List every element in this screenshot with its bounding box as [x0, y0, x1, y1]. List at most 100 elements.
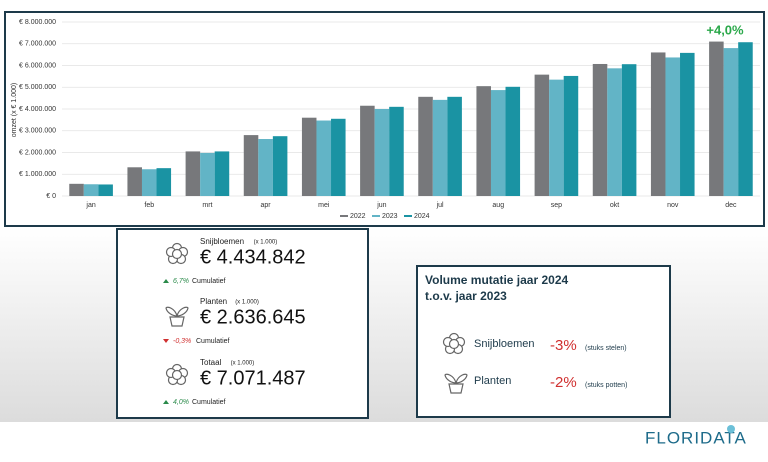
bar — [200, 152, 215, 196]
total-unit: (x 1.000) — [235, 300, 259, 306]
total-name: Snijbloemen — [200, 237, 244, 246]
bar — [301, 117, 317, 196]
total-change: -0,3% — [173, 338, 191, 345]
arrow-up — [163, 400, 169, 404]
pot — [448, 383, 464, 394]
bar — [680, 52, 695, 197]
bar — [709, 41, 724, 197]
flower-icon — [165, 363, 189, 386]
bar — [447, 96, 462, 196]
x-tick-label: apr — [261, 202, 272, 209]
legend-label: 2024 — [414, 213, 430, 220]
bar — [563, 75, 579, 196]
total-value: € 4.434.842 — [200, 246, 306, 268]
x-tick-label: mei — [318, 202, 330, 209]
y-tick-label: € 7.000.000 — [19, 41, 56, 48]
y-tick-label: € 0 — [46, 193, 56, 200]
volume-note: (stuks stelen) — [585, 345, 627, 352]
bar — [418, 96, 433, 196]
bar — [127, 167, 142, 196]
y-tick-label: € 6.000.000 — [19, 62, 56, 69]
logo-dot — [727, 425, 735, 433]
total-note: Cumulatief — [196, 338, 230, 345]
plant-icon — [444, 373, 468, 394]
total-name: Planten — [200, 297, 227, 306]
flower-icon — [165, 242, 189, 265]
flower-icon — [442, 332, 466, 355]
bar — [141, 169, 157, 196]
total-name: Totaal — [200, 358, 222, 367]
bar — [69, 183, 84, 196]
volume-name: Snijbloemen — [474, 338, 535, 350]
bar — [738, 42, 753, 196]
total-change: 4,0% — [173, 399, 189, 406]
legend-label: 2023 — [382, 213, 398, 220]
volume-change: -3% — [550, 337, 577, 354]
bar — [83, 184, 99, 196]
bar — [258, 139, 273, 196]
x-tick-label: mrt — [202, 202, 212, 209]
leaves — [444, 373, 468, 384]
bar — [549, 79, 564, 196]
bar — [650, 52, 666, 197]
y-tick-label: € 8.000.000 — [19, 19, 56, 26]
total-change: 6,7% — [173, 278, 189, 285]
y-tick-label: € 3.000.000 — [19, 128, 56, 135]
arrow-up — [163, 279, 169, 283]
bar — [490, 90, 506, 196]
total-note: Cumulatief — [192, 399, 226, 406]
petal — [171, 248, 183, 260]
y-tick-label: € 4.000.000 — [19, 106, 56, 113]
bar — [316, 120, 332, 196]
plant-icon — [165, 306, 189, 327]
bar — [360, 105, 375, 196]
bar — [214, 151, 230, 196]
volume-subtitle: t.o.v. jaar 2023 — [425, 289, 507, 303]
bar — [272, 136, 288, 196]
bar — [607, 68, 622, 196]
bar — [389, 106, 404, 196]
total-value: € 7.071.487 — [200, 367, 306, 389]
bar — [98, 184, 113, 196]
x-tick-label: jan — [85, 202, 95, 209]
logo: FLORIDATA — [645, 428, 747, 447]
x-tick-label: feb — [144, 202, 154, 209]
y-tick-label: € 2.000.000 — [19, 149, 56, 156]
bar — [243, 135, 259, 196]
totals-card — [116, 228, 369, 419]
volume-note: (stuks potten) — [585, 382, 627, 389]
volume-name: Planten — [474, 375, 511, 387]
pot — [169, 316, 185, 327]
x-tick-label: jun — [376, 202, 386, 209]
leaves — [165, 306, 189, 317]
y-tick-label: € 5.000.000 — [19, 84, 56, 91]
volume-title: Volume mutatie jaar 2024 — [425, 273, 569, 287]
total-unit: (x 1.000) — [231, 361, 255, 367]
total-unit: (x 1.000) — [254, 240, 278, 246]
volume-change: -2% — [550, 374, 577, 391]
total-value: € 2.636.645 — [200, 306, 306, 328]
x-tick-label: dec — [725, 202, 737, 209]
total-note: Cumulatief — [192, 278, 226, 285]
petal — [448, 338, 460, 350]
petal — [171, 369, 183, 381]
annotation: +4,0% — [706, 22, 744, 37]
arrow-down — [163, 339, 169, 343]
x-tick-label: sep — [551, 202, 562, 209]
bar — [374, 109, 390, 196]
x-tick-label: okt — [610, 202, 619, 209]
bar — [723, 48, 739, 196]
bar — [185, 151, 201, 196]
bar — [432, 99, 448, 196]
y-axis-label: omzet (x € 1.000) — [11, 83, 18, 137]
x-tick-label: nov — [667, 202, 679, 209]
y-tick-label: € 1.000.000 — [19, 171, 56, 178]
bar — [505, 86, 521, 196]
bar — [534, 74, 550, 196]
bar — [156, 168, 172, 196]
bar — [331, 118, 346, 196]
bar — [476, 86, 491, 196]
bar — [592, 63, 608, 196]
